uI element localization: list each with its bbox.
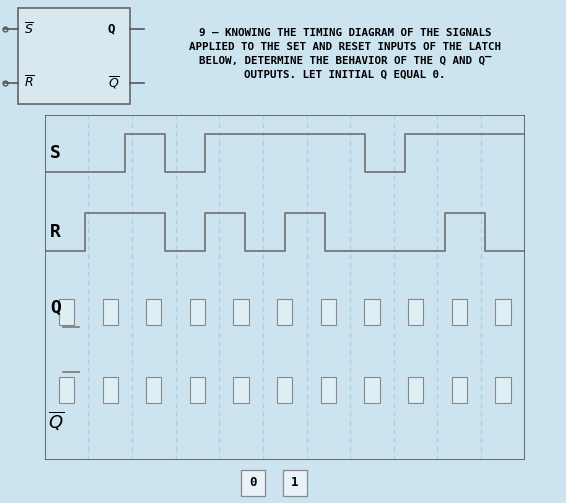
Text: Q: Q [108, 23, 115, 36]
Text: 9 – KNOWING THE TIMING DIAGRAM OF THE SIGNALS
APPLIED TO THE SET AND RESET INPUT: 9 – KNOWING THE TIMING DIAGRAM OF THE SI… [189, 28, 501, 79]
Text: $\overline{Q}$: $\overline{Q}$ [108, 74, 120, 91]
Bar [452, 377, 467, 403]
Text: $\overline{R}$: $\overline{R}$ [24, 75, 35, 90]
Text: $\overline{S}$: $\overline{S}$ [24, 22, 34, 37]
Bar [321, 377, 336, 403]
Bar [452, 299, 467, 325]
Bar [59, 299, 74, 325]
Text: R: R [50, 223, 61, 241]
Bar [365, 377, 380, 403]
Bar [321, 299, 336, 325]
Bar [102, 299, 118, 325]
Text: 0: 0 [249, 476, 256, 489]
Bar [190, 299, 205, 325]
Bar [18, 8, 130, 104]
Bar [233, 377, 248, 403]
Bar [59, 377, 74, 403]
Bar [495, 299, 511, 325]
Bar [283, 470, 307, 496]
Text: $\overline{Q}$: $\overline{Q}$ [48, 410, 64, 433]
Bar [495, 377, 511, 403]
Bar [241, 470, 265, 496]
Bar [190, 377, 205, 403]
Bar [233, 299, 248, 325]
Bar [102, 377, 118, 403]
Text: Q: Q [50, 299, 61, 317]
Bar [146, 299, 161, 325]
Bar [277, 377, 292, 403]
Bar [365, 299, 380, 325]
Text: 1: 1 [291, 476, 299, 489]
Bar [408, 377, 423, 403]
Bar [146, 377, 161, 403]
Text: S: S [50, 144, 61, 161]
Bar [277, 299, 292, 325]
Bar [408, 299, 423, 325]
